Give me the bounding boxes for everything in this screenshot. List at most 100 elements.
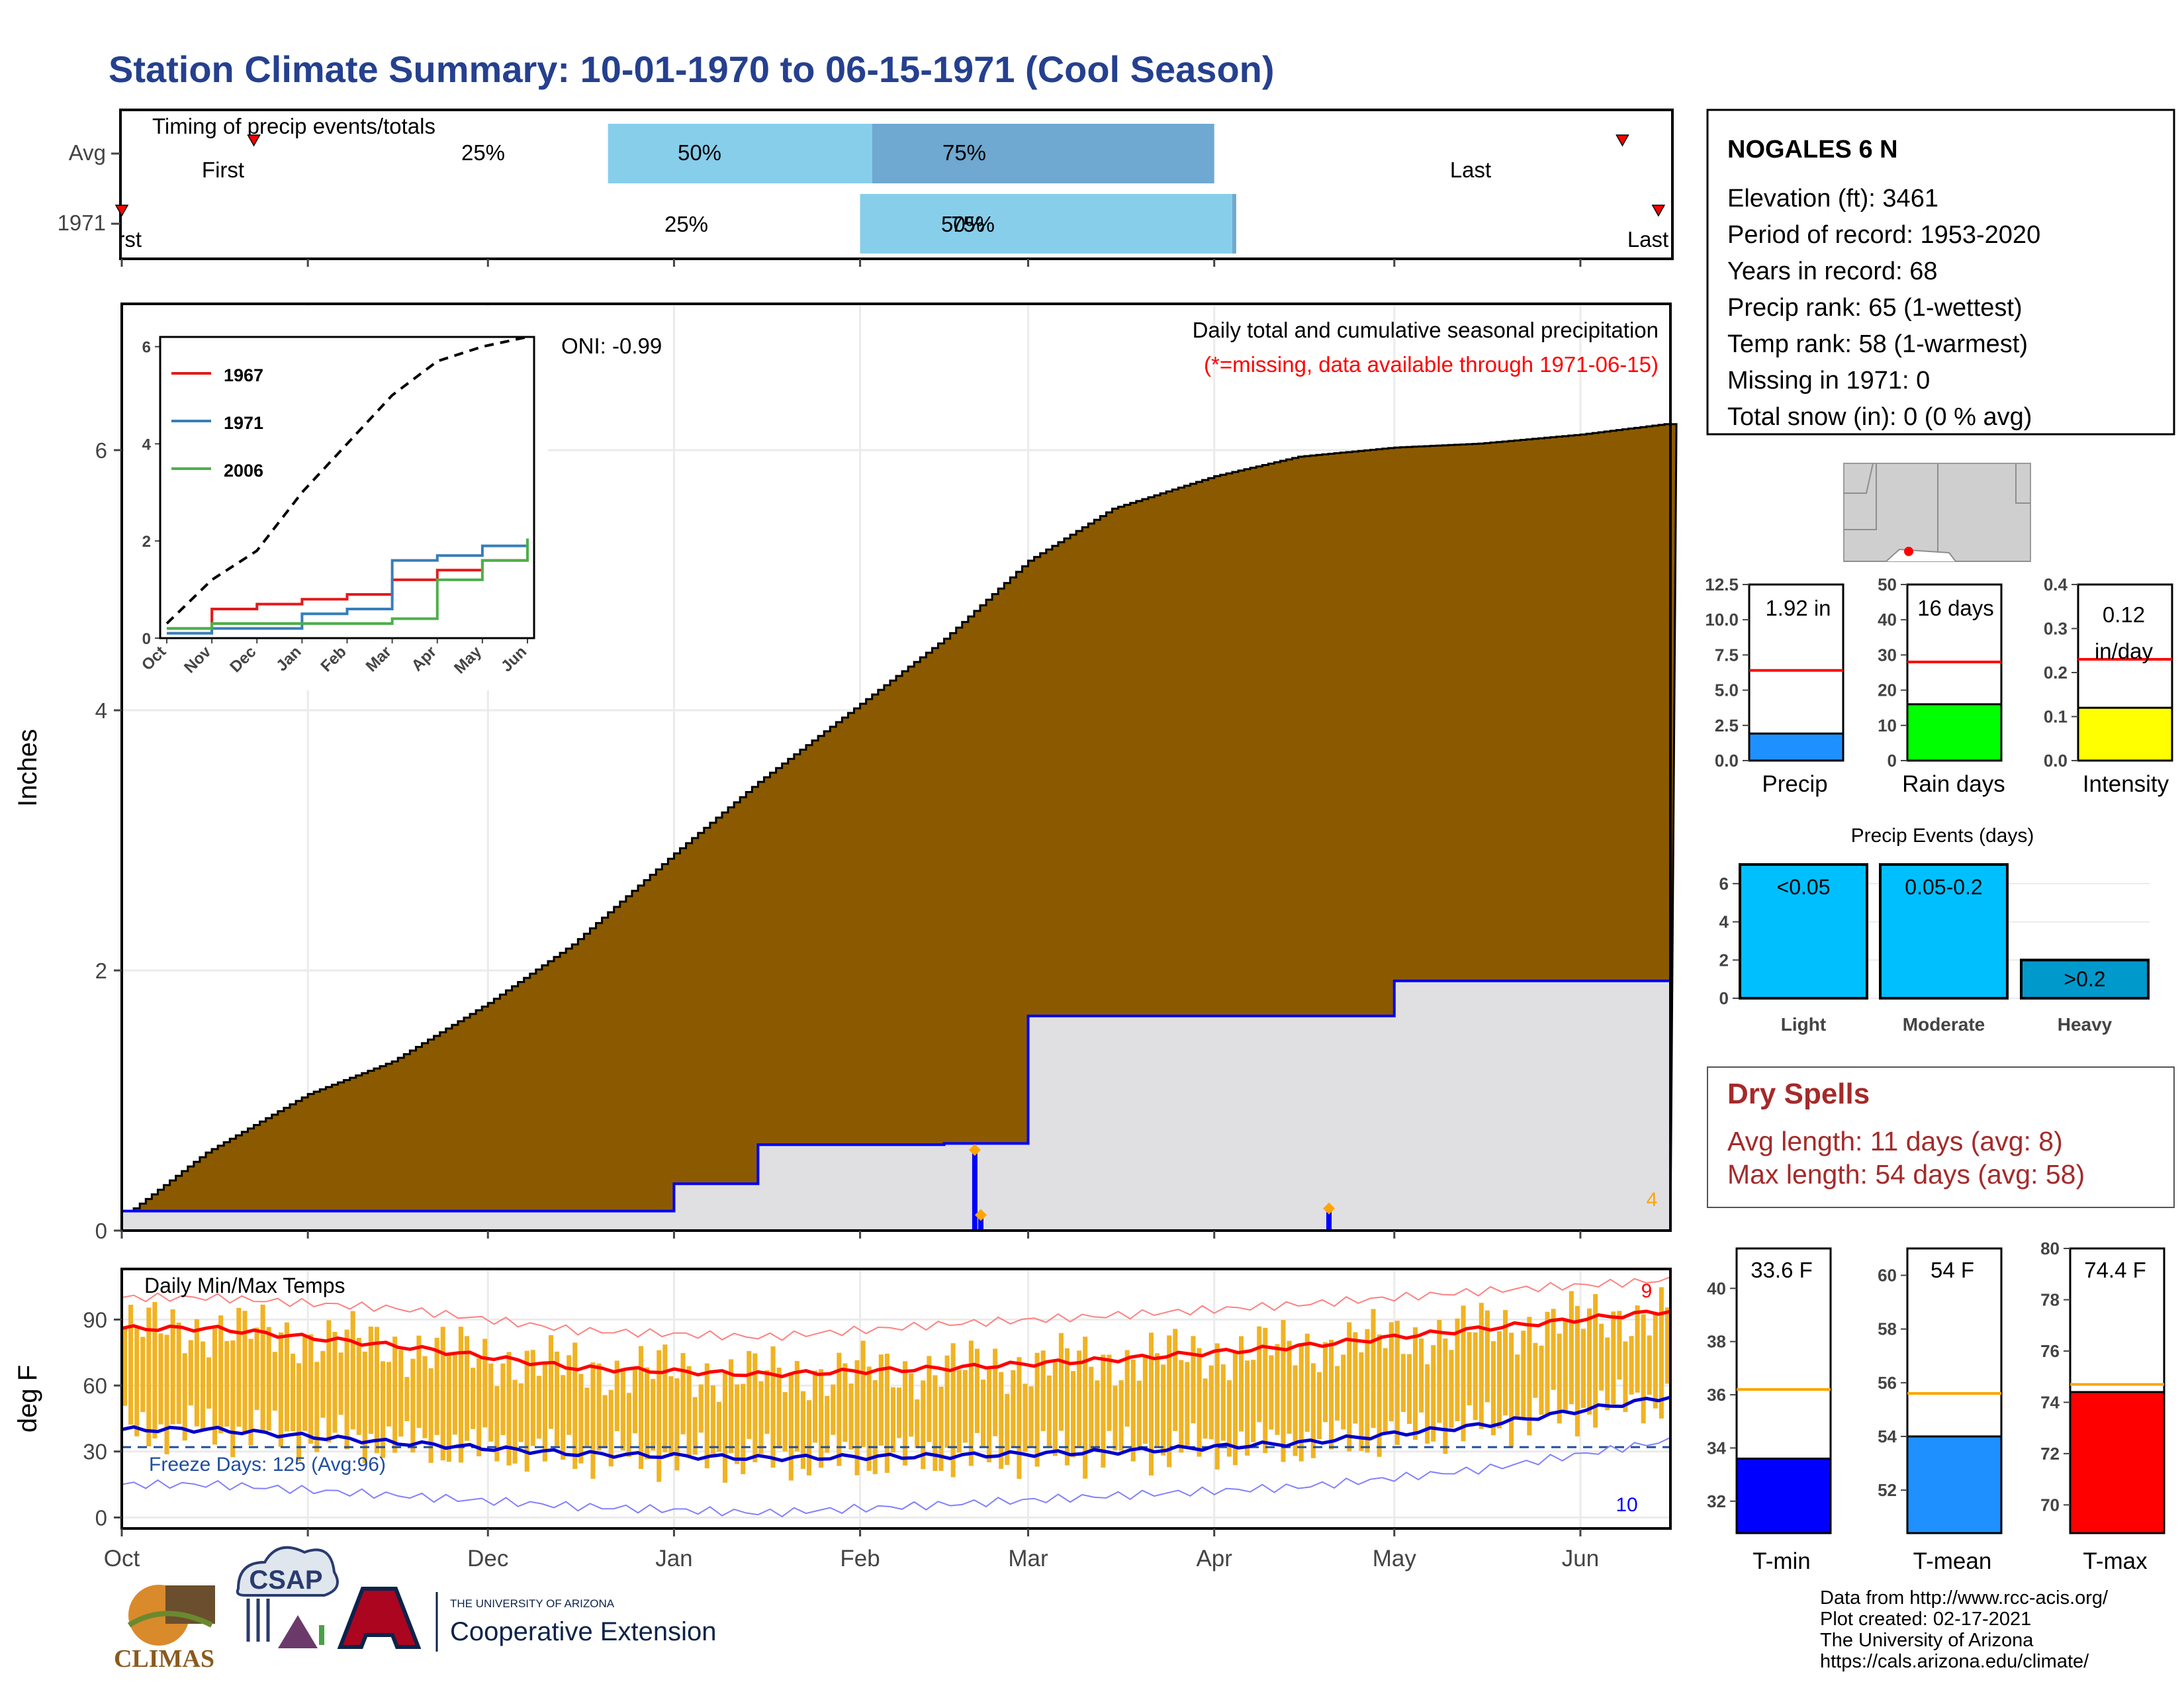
daily-temp-bar	[999, 1372, 1004, 1469]
minibar-frame	[1748, 583, 1844, 762]
daily-temp-bar	[848, 1383, 854, 1450]
daily-precip-bar	[972, 1150, 978, 1231]
daily-temp-bar	[710, 1385, 715, 1454]
minibar-tick-label: 0.3	[2044, 619, 2068, 639]
daily-temp-bar	[350, 1311, 355, 1430]
precip-xticks	[120, 259, 1582, 1239]
daily-temp-bar	[974, 1348, 979, 1433]
daily-temp-bar	[278, 1332, 283, 1447]
page-title: Station Climate Summary: 10-01-1970 to 0…	[109, 48, 1275, 90]
daily-temp-bar	[1479, 1303, 1484, 1429]
daily-temp-bar	[741, 1383, 746, 1475]
events-bar	[2020, 959, 2150, 1000]
daily-temp-bar	[1341, 1354, 1346, 1430]
daily-temp-bar	[752, 1353, 758, 1462]
daily-temp-bar	[482, 1338, 488, 1428]
daily-temp-bar	[837, 1352, 842, 1466]
temp-panel-title: Daily Min/Max Temps	[144, 1274, 345, 1297]
freeze-days: Freeze Days: 125 (Avg:96)	[149, 1454, 386, 1476]
daily-temp-bar	[260, 1304, 265, 1433]
daily-temp-bar	[266, 1327, 271, 1431]
corner-count: 4	[1647, 1189, 1658, 1211]
daily-temp-bar	[854, 1360, 860, 1476]
daily-temp-bar	[122, 1328, 128, 1406]
timing-avg-q50: 50%	[678, 140, 721, 165]
daily-temp-bar	[1287, 1340, 1292, 1434]
daily-temp-bar	[620, 1371, 625, 1451]
daily-temp-bar	[1155, 1353, 1160, 1447]
x-tick-label: Oct	[104, 1546, 140, 1571]
daily-temp-bar	[164, 1335, 169, 1454]
daily-temp-bar	[494, 1386, 500, 1462]
daily-temp-bar	[428, 1368, 433, 1463]
station-name: NOGALES 6 N	[1727, 136, 1898, 164]
daily-temp-bar	[1077, 1350, 1082, 1447]
daily-temp-bar	[1539, 1345, 1544, 1415]
station-box	[1706, 109, 2175, 436]
daily-temp-bar	[1124, 1350, 1130, 1427]
daily-temp-bar	[1263, 1327, 1268, 1454]
y-tick-label: 2	[95, 959, 107, 983]
daily-temp-bar	[1623, 1341, 1628, 1413]
daily-temp-bar	[632, 1370, 637, 1434]
daily-temp-bar	[1293, 1365, 1298, 1456]
events-label-moderate: Moderate	[1903, 1014, 1985, 1035]
daily-temp-bar	[1040, 1350, 1046, 1431]
daily-temp-bar	[590, 1362, 596, 1479]
temp-content	[121, 1276, 1671, 1518]
legend-label-1967: 1967	[224, 365, 263, 385]
tempbar-tick-label: 32	[1707, 1491, 1726, 1511]
daily-temp-bar	[1383, 1348, 1388, 1434]
events-inner-heavy: >0.2	[2064, 967, 2105, 991]
tempbar-tick-label: 52	[1878, 1480, 1897, 1500]
temp-plot-bg	[122, 1269, 1670, 1528]
ua-small-text: THE UNIVERSITY OF ARIZONA	[450, 1597, 615, 1610]
timing-bar-q1	[608, 124, 872, 183]
daily-temp-bar	[758, 1381, 764, 1454]
temp-ylabel: deg F	[13, 1365, 42, 1432]
daily-temp-bar	[1443, 1338, 1448, 1454]
timing-marker-icon	[1651, 205, 1666, 217]
daily-temp-bar	[1515, 1354, 1520, 1420]
daily-temp-bar	[1490, 1341, 1496, 1436]
inset-frame	[159, 336, 535, 639]
daily-temp-bar	[1118, 1380, 1124, 1451]
inset-y-tick-label: 0	[142, 630, 151, 648]
events-label-heavy: Heavy	[2058, 1014, 2113, 1035]
daily-temp-bar	[1167, 1335, 1172, 1468]
minibar-tick-label: 5.0	[1715, 680, 1739, 700]
daily-temp-bar	[1388, 1322, 1394, 1422]
station-line: Years in record: 68	[1727, 258, 1938, 285]
daily-temp-bar	[1437, 1319, 1442, 1423]
timing-avg-q75: 75%	[942, 140, 986, 165]
daily-temp-bar	[651, 1379, 656, 1451]
daily-temp-bar	[1394, 1321, 1400, 1445]
daily-temp-bar	[872, 1380, 878, 1474]
events-label-light: Light	[1781, 1014, 1826, 1035]
daily-temp-bar	[1574, 1305, 1580, 1436]
inset-series-line	[167, 543, 529, 635]
timing-marks	[114, 124, 1666, 254]
dry-spells-title: Dry Spells	[1727, 1078, 1870, 1110]
minibar-tick-label: 10.0	[1705, 610, 1739, 630]
events-bars: 0 2 4 6	[1719, 863, 2150, 1008]
intensity-bar-value: 0.12	[2103, 602, 2145, 627]
daily-temp-bar	[1023, 1383, 1028, 1452]
event-marker-icon	[1323, 1202, 1336, 1215]
daily-temp-bar	[1653, 1312, 1658, 1409]
csap-logo: CSAP	[236, 1546, 339, 1648]
daily-temp-bar	[1353, 1332, 1358, 1424]
daily-temp-bar	[561, 1375, 566, 1460]
daily-temp-bar	[1005, 1393, 1010, 1466]
daily-temp-bar	[729, 1359, 734, 1454]
daily-temp-bar	[800, 1391, 805, 1469]
station-line: Temp rank: 58 (1-warmest)	[1727, 330, 2028, 358]
daily-temp-bar	[1173, 1329, 1178, 1431]
raindays-bar-value: 16 days	[1917, 596, 1994, 620]
daily-temp-bar	[1316, 1372, 1322, 1439]
station-info: NOGALES 6 N Elevation (ft): 3461 Period …	[1706, 109, 2175, 436]
dry-spells-box	[1707, 1066, 2175, 1208]
legend-label-1971: 1971	[224, 413, 263, 433]
daily-temp-bar	[242, 1311, 248, 1433]
